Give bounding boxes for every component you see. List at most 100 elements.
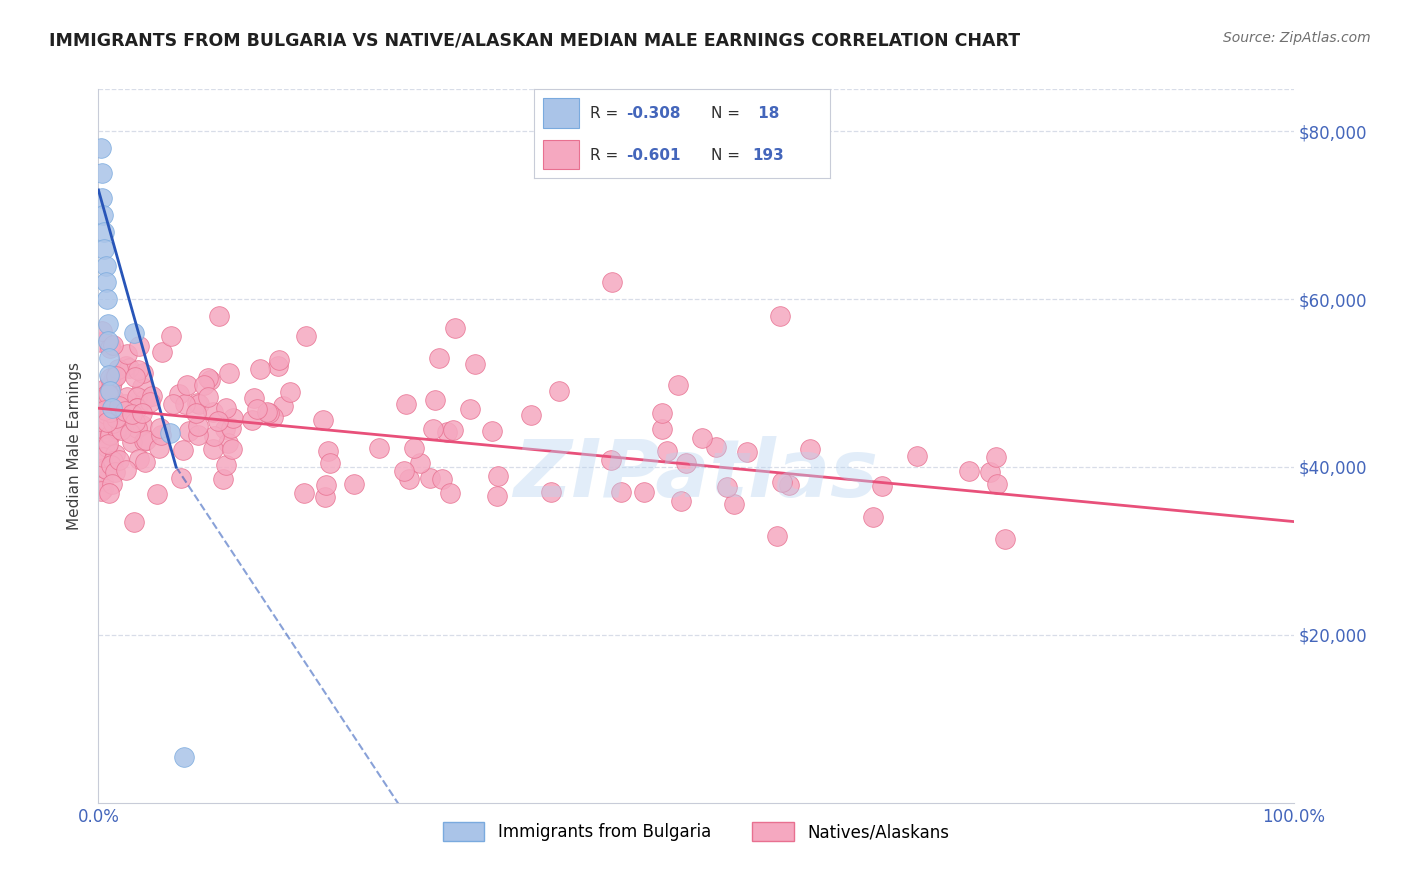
Point [666, 378, 689, 392]
Point [94, 461, 117, 475]
Point [98, 368, 121, 382]
Point [104, 410, 127, 425]
Point [160, 329, 183, 343]
Point [101, 416, 124, 430]
Point [464, 357, 486, 371]
Point [101, 376, 124, 390]
Point [184, 406, 207, 420]
Legend: Immigrants from Bulgaria, Natives/Alaskans: Immigrants from Bulgaria, Natives/Alaska… [436, 815, 956, 848]
Point [436, 425, 458, 439]
Point [173, 749, 195, 764]
Point [249, 361, 271, 376]
Point [862, 510, 884, 524]
Point [167, 387, 190, 401]
Point [98, 338, 121, 352]
Point [295, 329, 318, 343]
Point [115, 347, 138, 361]
Point [96, 388, 118, 402]
Point [186, 395, 208, 409]
Point [131, 406, 153, 420]
Point [162, 397, 184, 411]
Point [110, 424, 132, 438]
Point [96, 440, 118, 454]
Point [118, 425, 141, 440]
Point [132, 434, 155, 448]
Point [121, 434, 143, 449]
Point [267, 353, 290, 368]
Point [204, 428, 226, 442]
Bar [543, 140, 579, 169]
Point [89, 414, 111, 428]
Point [367, 442, 389, 456]
Point [91, 450, 114, 464]
Point [96, 425, 118, 439]
Point [97, 318, 120, 332]
Point [651, 421, 673, 435]
Point [124, 415, 146, 429]
Point [98, 427, 121, 442]
Text: N =: N = [711, 148, 745, 162]
Point [90, 402, 112, 417]
Point [93, 392, 115, 407]
Text: ZIPatlas: ZIPatlas [513, 435, 879, 514]
Point [770, 475, 793, 490]
Point [124, 326, 146, 340]
Point [115, 359, 138, 374]
Text: -0.308: -0.308 [626, 106, 681, 120]
Point [404, 442, 426, 456]
Point [104, 409, 127, 423]
Point [243, 392, 266, 406]
Point [91, 425, 114, 440]
Point [98, 371, 121, 385]
Point [242, 413, 264, 427]
Point [201, 405, 224, 419]
Point [994, 532, 1017, 546]
Point [159, 426, 181, 441]
Point [986, 450, 1008, 465]
Point [395, 397, 418, 411]
Point [122, 515, 145, 529]
Point [262, 410, 284, 425]
Point [319, 456, 342, 470]
Point [716, 480, 738, 494]
Point [107, 422, 129, 436]
Point [94, 381, 117, 395]
Point [125, 421, 148, 435]
Point [98, 405, 121, 419]
Point [398, 472, 420, 486]
Point [141, 389, 163, 403]
Point [91, 411, 114, 425]
Point [149, 421, 172, 435]
Point [98, 384, 122, 399]
Point [97, 437, 120, 451]
Point [115, 463, 138, 477]
Point [94, 407, 117, 421]
Point [146, 487, 169, 501]
Point [91, 411, 114, 425]
Point [100, 401, 122, 416]
Point [101, 454, 124, 468]
Point [422, 422, 444, 436]
Point [318, 444, 340, 458]
Point [548, 384, 571, 398]
Point [96, 292, 118, 306]
Point [704, 440, 727, 454]
Point [98, 422, 121, 436]
Point [100, 458, 122, 472]
Point [610, 485, 633, 500]
Point [315, 478, 337, 492]
Point [217, 435, 239, 450]
Point [105, 368, 128, 383]
Point [633, 484, 655, 499]
Point [266, 359, 288, 374]
Text: -0.601: -0.601 [626, 148, 681, 162]
Point [100, 380, 122, 394]
Point [458, 401, 481, 416]
Point [197, 390, 219, 404]
Point [870, 478, 893, 492]
Point [409, 456, 432, 470]
Point [187, 428, 209, 442]
Point [441, 423, 464, 437]
Point [218, 366, 240, 380]
Point [108, 453, 131, 467]
